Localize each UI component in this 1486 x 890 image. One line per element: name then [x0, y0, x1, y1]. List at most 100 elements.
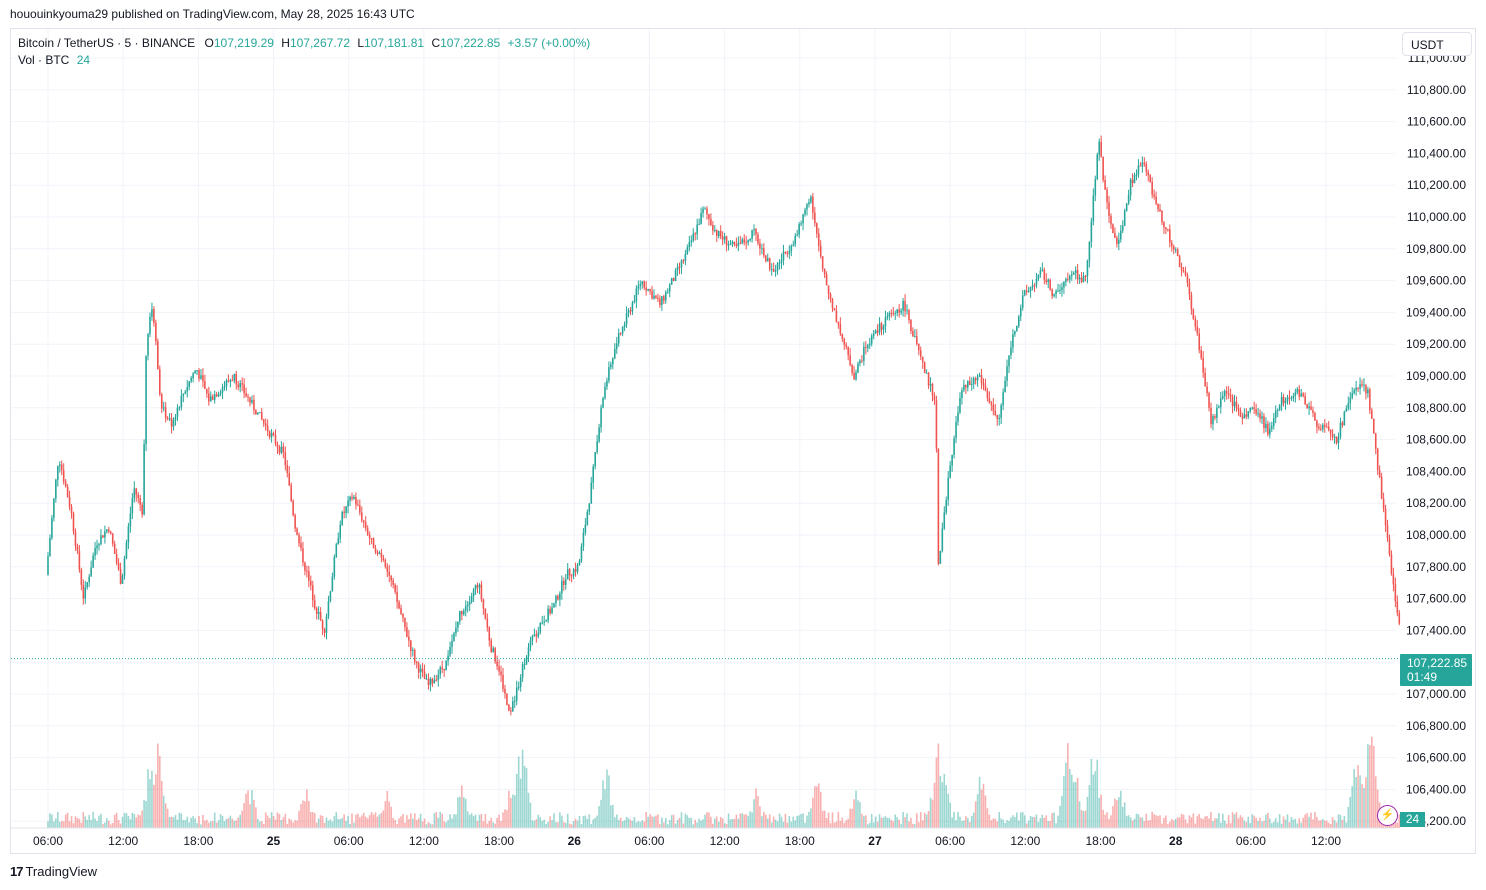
candle-body: [896, 309, 899, 314]
chart-legend: Bitcoin / TetherUS · 5 · BINANCE O107,21…: [18, 35, 590, 69]
volume-bar: [959, 816, 961, 828]
candle-body: [794, 235, 797, 245]
volume-bar: [806, 815, 808, 828]
candle-body: [1349, 397, 1352, 404]
volume-bar: [190, 817, 192, 828]
candle-body: [892, 312, 895, 314]
volume-bar: [1239, 815, 1242, 828]
currency-button[interactable]: USDT: [1402, 32, 1472, 56]
volume-bar: [1349, 796, 1352, 828]
volume-bar: [1053, 812, 1055, 828]
x-tick-label: 06:00: [33, 834, 63, 848]
volume-bar: [888, 817, 891, 828]
candle-body: [757, 234, 759, 244]
volume-bar: [1257, 820, 1259, 828]
candle-body: [323, 629, 326, 633]
candle-body: [541, 622, 544, 624]
candle-body: [457, 621, 459, 628]
volume-bar: [451, 818, 453, 828]
candle-body: [1292, 396, 1295, 399]
volume-bar: [1380, 822, 1383, 828]
candle-body: [659, 298, 661, 306]
volume-bar: [1176, 817, 1179, 828]
symbol-label[interactable]: Bitcoin / TetherUS · 5 · BINANCE: [18, 36, 196, 50]
volume-bar: [1300, 822, 1303, 828]
chart-frame[interactable]: [10, 28, 1476, 854]
candle-body: [1386, 525, 1389, 539]
volume-bar: [1184, 819, 1187, 828]
volume-bar: [798, 815, 800, 828]
volume-bar: [192, 816, 194, 828]
volume-bar: [1178, 817, 1181, 828]
candle-body: [812, 196, 814, 213]
volume-bar: [1261, 821, 1263, 828]
candle-body: [245, 393, 247, 397]
volume-bar: [800, 813, 802, 828]
volume-bar: [859, 801, 861, 828]
candle-body: [861, 360, 863, 362]
volume-bar: [1170, 818, 1173, 828]
candle-body: [947, 477, 949, 500]
candle-body: [121, 575, 124, 584]
candle-body: [535, 634, 538, 637]
candle-body: [474, 585, 477, 590]
candle-body: [1074, 270, 1077, 273]
volume-bar: [725, 824, 728, 828]
candle-body: [841, 333, 844, 339]
candle-body: [937, 448, 940, 564]
volume-bar: [147, 769, 149, 828]
y-tick-label: 106,800.00: [1406, 719, 1466, 733]
candle-body: [1272, 418, 1275, 426]
volume-bar: [170, 816, 173, 828]
last-price-value: 107,222.85: [1407, 656, 1468, 670]
volume-bar: [1345, 822, 1348, 828]
volume-bar: [1208, 818, 1210, 828]
volume-bar: [504, 809, 506, 828]
candle-body: [633, 301, 636, 303]
tradingview-logo[interactable]: 17 TradingView: [10, 864, 97, 879]
volume-label[interactable]: Vol · BTC: [18, 53, 70, 67]
candle-body: [1012, 334, 1014, 348]
volume-bar: [1010, 817, 1012, 828]
lightning-icon[interactable]: ⚡: [1377, 805, 1398, 826]
candle-body: [184, 391, 187, 394]
volume-bar: [319, 815, 322, 828]
volume-bar: [396, 824, 398, 828]
candle-body: [635, 288, 638, 302]
candle-body: [1286, 397, 1289, 401]
candle-body: [1196, 326, 1199, 334]
volume-bar: [1292, 819, 1295, 828]
candle-body: [1382, 498, 1385, 509]
candle-body: [613, 348, 616, 359]
candle-body: [666, 291, 669, 293]
candle-body: [466, 604, 469, 607]
volume-bar: [714, 818, 716, 828]
candle-body: [1078, 277, 1081, 280]
x-tick-label: 18:00: [785, 834, 815, 848]
candle-body: [1031, 285, 1034, 288]
candle-body: [359, 505, 361, 513]
volume-bar: [916, 813, 918, 828]
candle-body: [631, 302, 634, 312]
candle-body: [776, 263, 779, 271]
candle-body: [231, 380, 234, 382]
volume-bar: [227, 818, 230, 828]
candle-body: [1149, 175, 1152, 183]
volume-bar: [1084, 810, 1087, 828]
candle-body: [368, 534, 371, 539]
candle-body: [1374, 433, 1377, 449]
volume-bar: [296, 820, 298, 828]
volume-bar: [1288, 822, 1291, 828]
volume-bar: [119, 823, 122, 828]
candle-body: [1184, 271, 1187, 276]
volume-bar: [917, 822, 920, 828]
volume-bar: [1157, 816, 1159, 828]
volume-bar: [1041, 814, 1044, 828]
candle-body: [668, 284, 671, 292]
volume-bar: [623, 820, 626, 828]
candle-body: [747, 240, 749, 243]
candle-body: [802, 214, 804, 224]
volume-bar: [155, 774, 157, 828]
volume-bar: [586, 818, 589, 828]
